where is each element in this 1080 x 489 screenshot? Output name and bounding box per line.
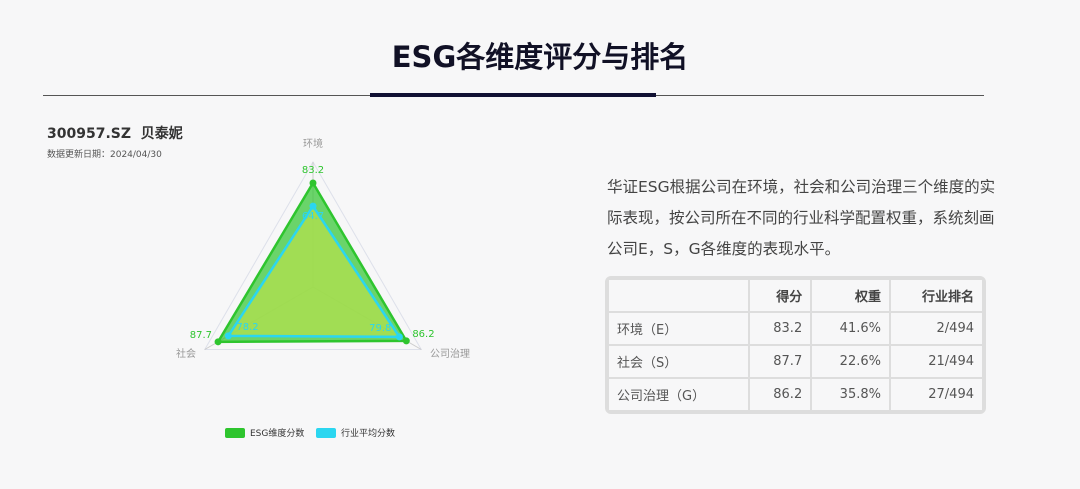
radar-area-industry bbox=[226, 203, 402, 339]
page-title: ESG各维度评分与排名 bbox=[391, 40, 689, 74]
divider-accent bbox=[370, 93, 656, 97]
axis-label: 公司治理 bbox=[430, 347, 470, 360]
legend-item-industry[interactable]: 行业平均分数 bbox=[316, 426, 395, 439]
legend-swatch bbox=[225, 427, 245, 438]
data-point bbox=[224, 332, 232, 340]
cell: 21/494 bbox=[888, 344, 985, 379]
legend-item-esg[interactable]: ESG维度分数 bbox=[225, 426, 304, 439]
legend-label: ESG维度分数 bbox=[250, 429, 305, 439]
cell: 86.2 bbox=[747, 377, 813, 412]
table-row: 公司治理（G） 86.2 35.8% 27/494 bbox=[607, 377, 985, 412]
cell: 83.2 bbox=[747, 311, 813, 346]
header-cell bbox=[607, 278, 750, 313]
legend-label: 行业平均分数 bbox=[341, 429, 396, 439]
radar-grid bbox=[203, 160, 423, 350]
data-point bbox=[309, 179, 317, 187]
data-point bbox=[309, 202, 317, 210]
table-row: 环境（E） 83.2 41.6% 2/494 bbox=[607, 311, 985, 346]
score-table: 得分 权重 行业排名 环境（E） 83.2 41.6% 2/494 社会（S） 87.7… bbox=[605, 276, 986, 414]
legend-swatch bbox=[316, 427, 336, 438]
axis-label: 社会 bbox=[176, 347, 196, 360]
axis-label: 环境 bbox=[303, 137, 323, 150]
cell: 环境（E） bbox=[607, 311, 750, 346]
cell: 87.7 bbox=[747, 344, 813, 379]
cell: 2/494 bbox=[888, 311, 985, 346]
cell: 35.8% bbox=[810, 377, 891, 412]
header-cell: 行业排名 bbox=[888, 278, 985, 313]
stock-name: 300957.SZ 贝泰妮 bbox=[47, 126, 183, 142]
cell: 27/494 bbox=[888, 377, 985, 412]
description: 华证ESG根据公司在环境，社会和公司治理三个维度的实际表现，按公司所在不同的行业… bbox=[607, 178, 996, 258]
data-label: 78.2 bbox=[236, 322, 258, 333]
table-header-row: 得分 权重 行业排名 bbox=[607, 278, 985, 313]
update-date: 数据更新日期：2024/04/30 bbox=[47, 150, 162, 160]
header-cell: 权重 bbox=[810, 278, 891, 313]
cell: 41.6% bbox=[810, 311, 891, 346]
data-label: 64.7 bbox=[302, 211, 324, 222]
data-point bbox=[214, 338, 222, 346]
data-label: 79.8 bbox=[369, 323, 391, 334]
header-cell: 得分 bbox=[747, 278, 813, 313]
cell: 22.6% bbox=[810, 344, 891, 379]
data-point bbox=[395, 333, 403, 341]
cell: 社会（S） bbox=[607, 344, 750, 379]
data-label: 86.2 bbox=[412, 329, 434, 340]
data-label: 87.7 bbox=[190, 330, 212, 341]
table-row: 社会（S） 87.7 22.6% 21/494 bbox=[607, 344, 985, 379]
data-label: 83.2 bbox=[302, 165, 324, 176]
cell: 公司治理（G） bbox=[607, 377, 750, 412]
data-point bbox=[402, 337, 410, 345]
